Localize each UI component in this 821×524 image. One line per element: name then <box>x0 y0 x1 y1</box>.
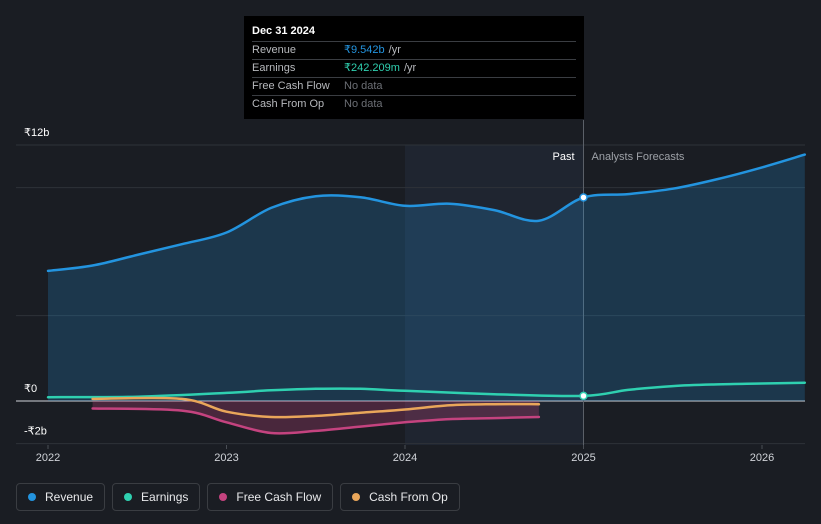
legend-item-cash-from-op[interactable]: Cash From Op <box>340 483 460 511</box>
tooltip-row-revenue: Revenue ₹9.542b /yr <box>252 41 576 59</box>
tooltip-label: Earnings <box>252 62 296 74</box>
tooltip-row-earnings: Earnings ₹242.209m /yr <box>252 59 576 77</box>
legend-item-revenue[interactable]: Revenue <box>16 483 106 511</box>
legend-dot-icon <box>352 493 361 501</box>
tooltip-row-free-cash-flow: Free Cash Flow No data <box>252 77 576 95</box>
legend-dot-icon <box>124 493 133 501</box>
tooltip-value: No data <box>344 98 383 110</box>
tooltip-label: Cash From Op <box>252 98 325 110</box>
revenue-area <box>48 154 805 401</box>
cash-from-op-line <box>91 396 541 419</box>
tooltip-value: No data <box>344 80 383 92</box>
y-tick-label: ₹12b <box>24 127 49 139</box>
tooltip-value: ₹242.209m <box>344 62 400 74</box>
free-cash-flow-line <box>91 407 541 435</box>
x-tick-label: 2023 <box>214 452 238 464</box>
free-cash-flow-area <box>92 401 539 434</box>
x-tick-label: 2022 <box>36 452 60 464</box>
earnings-marker <box>579 391 588 401</box>
legend-dot-icon <box>28 493 36 501</box>
y-tick-label: -₹2b <box>24 426 47 438</box>
tooltip-unit: /yr <box>403 62 417 74</box>
past-label: Past <box>552 151 574 163</box>
legend-label: Earnings <box>141 490 189 504</box>
tooltip-value: ₹9.542b <box>344 44 385 56</box>
legend-label: Cash From Op <box>369 490 448 504</box>
earnings-line <box>46 381 807 399</box>
legend-dot-icon <box>219 493 228 501</box>
legend-item-earnings[interactable]: Earnings <box>112 483 201 511</box>
tooltip-row-cash-from-op: Cash From Op No data <box>252 95 576 113</box>
revenue-marker <box>579 193 588 202</box>
tooltip-label: Revenue <box>252 44 297 56</box>
legend-label: Revenue <box>45 490 94 504</box>
tooltip-date: Dec 31 2024 <box>252 25 315 37</box>
legend-item-free-cash-flow[interactable]: Free Cash Flow <box>207 483 334 511</box>
revenue-line <box>46 153 807 273</box>
tooltip-label: Free Cash Flow <box>252 80 330 92</box>
tooltip-unit: /yr <box>388 44 401 56</box>
legend: Revenue Earnings Free Cash Flow Cash Fro… <box>16 483 460 511</box>
forecast-label: Analysts Forecasts <box>592 151 685 163</box>
legend-label: Free Cash Flow <box>236 490 322 504</box>
x-tick-label: 2026 <box>750 452 774 464</box>
y-tick-label: ₹0 <box>24 383 37 395</box>
tooltip: Dec 31 2024 Revenue ₹9.542b /yr Earnings… <box>244 16 584 119</box>
x-tick-label: 2024 <box>393 452 417 464</box>
x-tick-label: 2025 <box>571 452 595 464</box>
